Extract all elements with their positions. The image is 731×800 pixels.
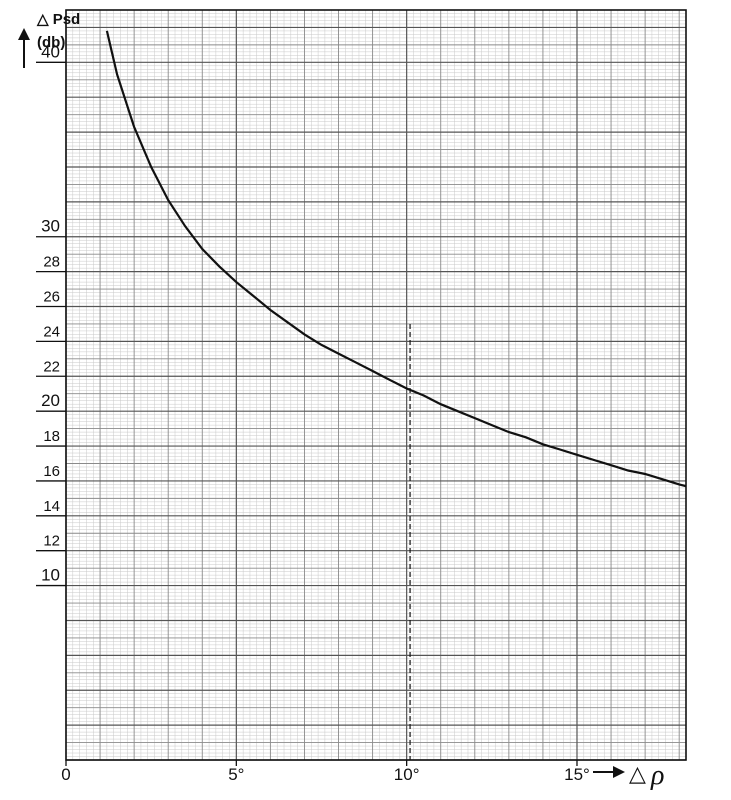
minor-grid (66, 10, 687, 760)
y-tick-label: 40 (41, 42, 60, 61)
x-axis-ticks: 0 5° 10° 15° (61, 760, 590, 784)
y-tick-label: 12 (43, 533, 60, 550)
y-tick-label: 10 (41, 566, 60, 585)
y-tick-label: 28 (43, 254, 60, 271)
y-tick-label: 18 (43, 428, 60, 445)
y-tick-label: 30 (41, 217, 60, 236)
x-axis-label-symbol: ρ (650, 760, 664, 791)
y-tick-label: 16 (43, 463, 60, 480)
x-tick-label: 5° (228, 765, 244, 784)
y-tick-label: 26 (43, 289, 60, 306)
y-tick-label: 14 (43, 498, 60, 515)
y-axis-arrow-icon (18, 28, 30, 68)
major-grid (65, 10, 686, 761)
series-line (105, 30, 687, 488)
y-tick-label: 20 (41, 391, 60, 410)
y-axis-ticks: 10 12 14 16 18 20 22 24 26 28 30 40 (36, 42, 66, 587)
plot-frame (65, 9, 687, 761)
x-axis-delta-symbol: △ (629, 761, 646, 786)
x-tick-label: 15° (564, 765, 590, 784)
y-tick-label: 24 (43, 323, 60, 340)
mid-grid (66, 9, 686, 760)
x-tick-label: 0 (61, 765, 70, 784)
y-tick-label: 22 (43, 358, 60, 375)
x-tick-label: 10° (394, 765, 420, 784)
x-axis-arrow-icon (593, 766, 625, 778)
y-axis-label-line1: △ Psd (36, 11, 80, 28)
y-axis-label-line2: (db) (37, 34, 65, 51)
